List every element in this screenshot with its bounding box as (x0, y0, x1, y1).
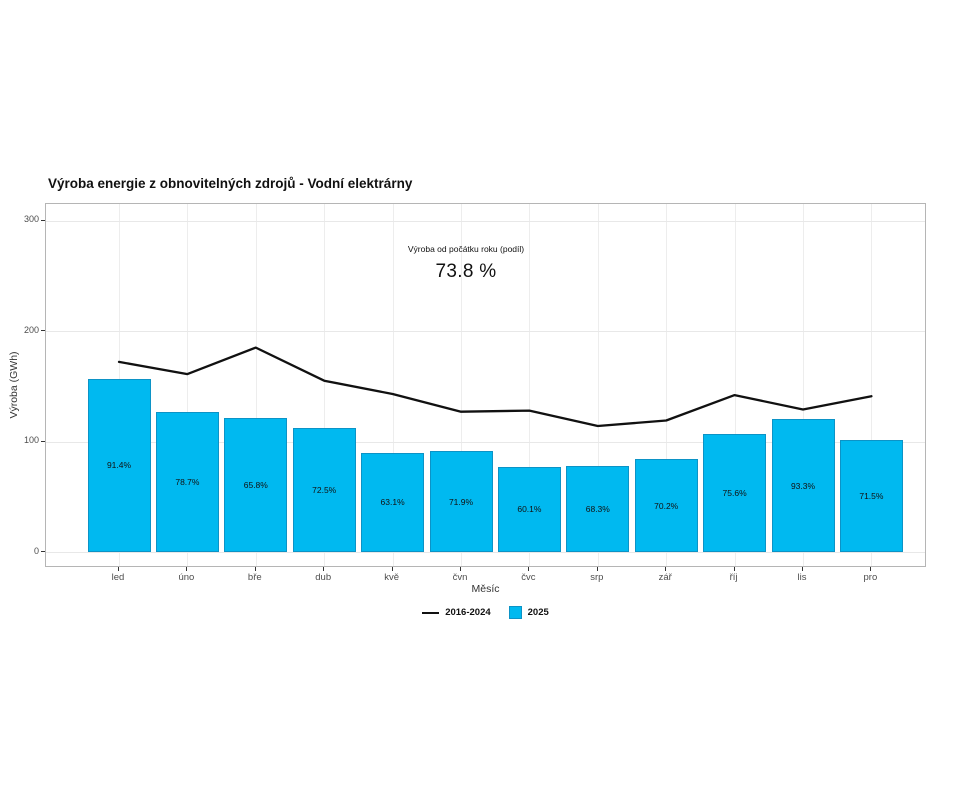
bar-label: 68.3% (585, 503, 610, 514)
x-tick-mark (323, 567, 325, 571)
bar-label: 78.7% (175, 476, 200, 487)
legend-label: 2025 (527, 607, 549, 618)
gridline-h (46, 220, 925, 222)
x-tick-mark (186, 567, 188, 571)
bar (634, 459, 698, 552)
x-tick-label: úno (178, 572, 195, 583)
bar-label: 71.5% (859, 491, 884, 502)
bar-label: 72.5% (312, 485, 337, 496)
x-tick-mark (733, 567, 735, 571)
x-tick-mark (528, 567, 530, 571)
y-tick-mark (41, 440, 45, 442)
annotation-label: Výroba od počátku roku (podíl) (407, 244, 525, 254)
bar-label: 91.4% (106, 460, 132, 471)
legend: 2016-2024 2025 (45, 606, 926, 619)
x-tick-label: dub (315, 572, 332, 583)
bar-label: 75.6% (722, 487, 747, 498)
bar (429, 451, 493, 552)
bar (155, 411, 219, 552)
gridline-h (46, 331, 925, 332)
bar-label: 60.1% (517, 504, 542, 515)
x-tick-label: lis (797, 572, 807, 583)
bar-label: 93.3% (790, 480, 816, 491)
bar (497, 466, 561, 552)
legend-item-line: 2016-2024 (422, 607, 491, 618)
bar-swatch-icon (508, 606, 522, 619)
x-tick-label: čvc (521, 572, 536, 583)
x-tick-mark (596, 567, 598, 571)
x-tick-label: srp (590, 572, 604, 583)
bar (771, 419, 835, 552)
bar-label: 70.2% (654, 500, 679, 511)
y-tick-mark (41, 330, 45, 331)
chart-title: Výroba energie z obnovitelných zdrojů - … (48, 176, 413, 191)
y-tick-mark (41, 551, 45, 552)
annotation-value: 73.8 % (435, 261, 497, 282)
x-tick-mark (391, 567, 393, 571)
y-tick-mark (41, 219, 45, 221)
x-tick-label: říj (729, 572, 738, 583)
bar (224, 418, 288, 552)
x-tick-label: čvn (452, 572, 468, 583)
line-swatch-icon (422, 611, 440, 614)
x-tick-label: pro (863, 572, 878, 583)
legend-label: 2016-2024 (445, 607, 491, 618)
x-tick-label: led (111, 572, 125, 583)
bar (361, 452, 425, 552)
bar (566, 465, 630, 552)
x-tick-mark (665, 567, 667, 571)
x-tick-mark (870, 567, 872, 571)
x-tick-mark (460, 567, 461, 571)
bar-label: 63.1% (380, 497, 405, 508)
x-axis-title: Měsíc (471, 583, 500, 595)
bar (839, 440, 903, 552)
x-tick-mark (254, 567, 256, 571)
bar (703, 433, 767, 552)
y-tick-label: 200 (23, 324, 39, 335)
y-axis-title: Výroba (GWh) (8, 351, 20, 419)
gridline-h (46, 441, 925, 443)
y-tick-label: 0 (33, 545, 39, 556)
bar (292, 428, 356, 552)
y-tick-label: 300 (23, 214, 39, 224)
x-tick-label: bře (247, 572, 262, 583)
x-tick-mark (802, 567, 803, 571)
plot-panel: Výroba od počátku roku (podíl) 73.8 % 91… (45, 203, 926, 567)
y-tick-label: 100 (23, 435, 39, 445)
legend-item-bar: 2025 (508, 606, 549, 619)
x-tick-mark (118, 567, 119, 571)
x-tick-label: zář (658, 572, 672, 583)
bar-label: 65.8% (243, 480, 268, 491)
gridline-h (46, 552, 925, 553)
bar-label: 71.9% (448, 496, 474, 507)
annotation: Výroba od počátku roku (podíl) 73.8 % (343, 244, 589, 283)
x-tick-label: kvě (384, 572, 399, 583)
